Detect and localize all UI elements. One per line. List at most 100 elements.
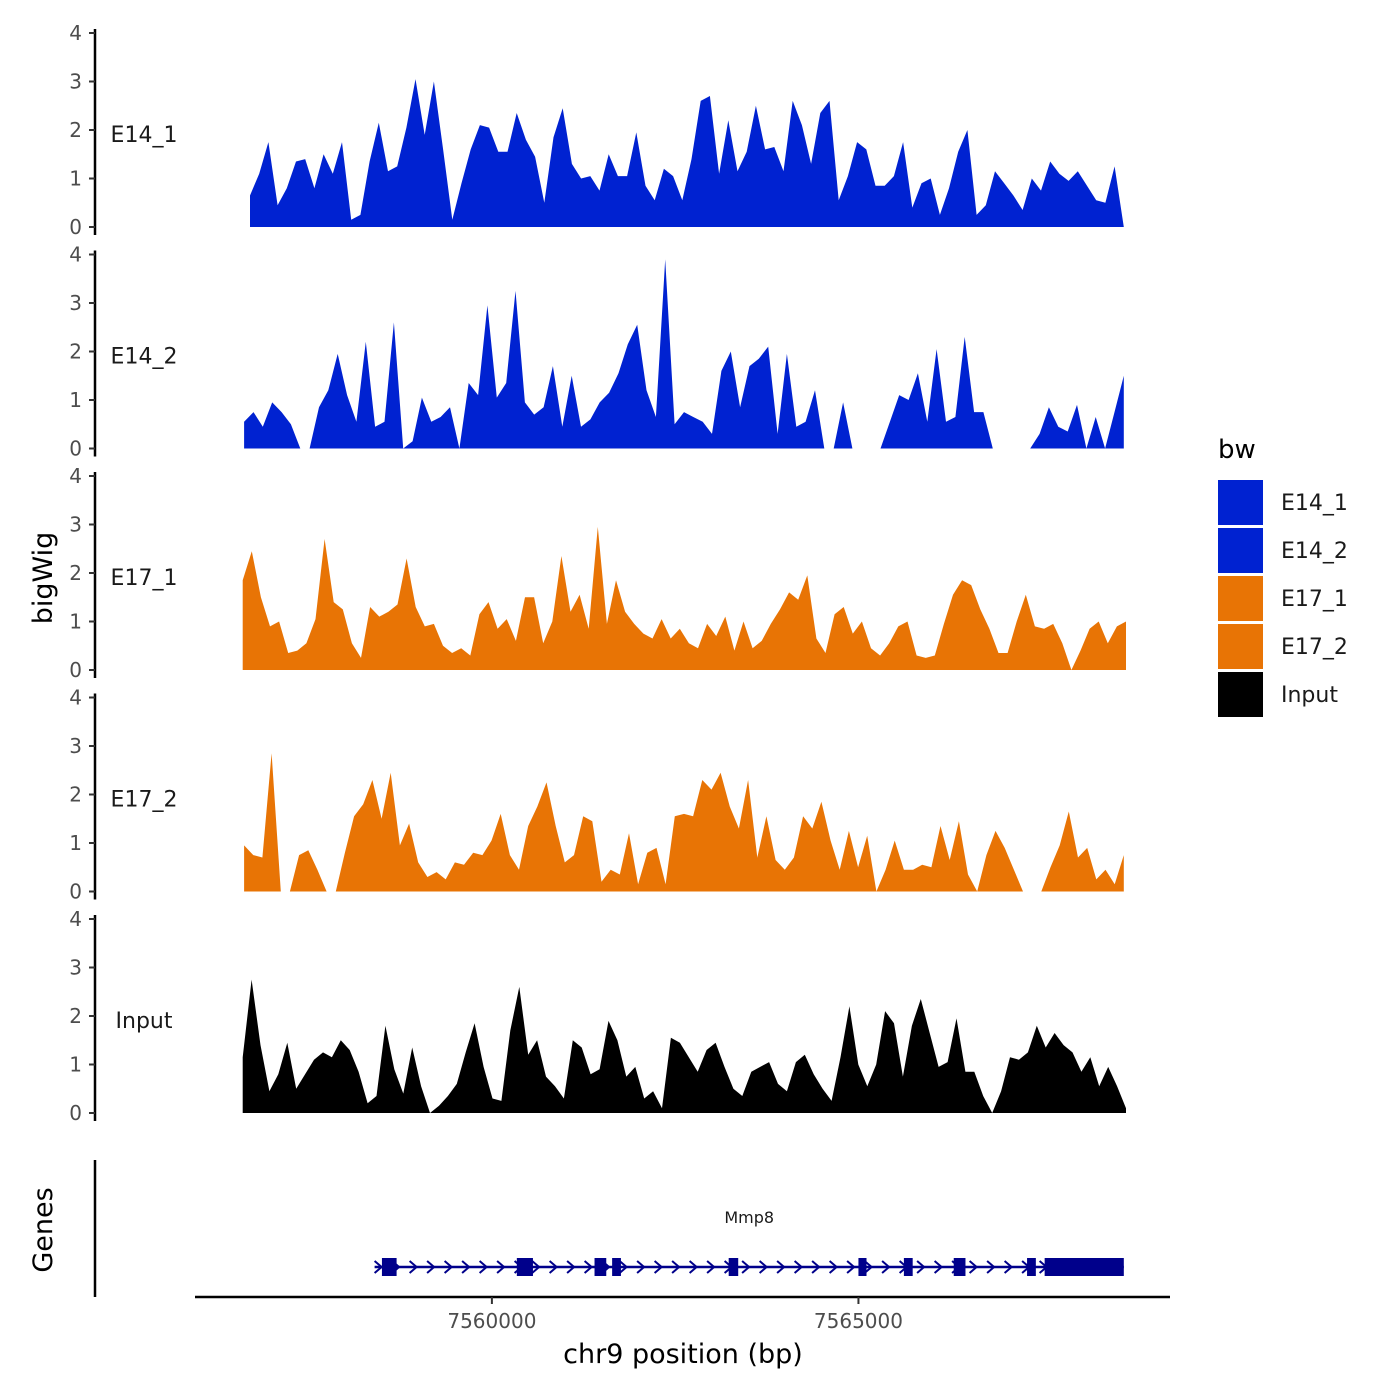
y-tick-label: 4: [69, 243, 82, 267]
strand-arrow: [846, 1260, 856, 1274]
coverage-area: [242, 526, 1126, 670]
strand-arrow: [373, 1260, 384, 1274]
strand-arrow: [566, 1260, 576, 1274]
strand-arrow: [653, 1260, 664, 1274]
strand-arrow: [496, 1260, 506, 1274]
y-tick-label: 1: [69, 831, 82, 855]
coverage-area: [250, 79, 1124, 227]
x-axis-title: chr9 position (bp): [563, 1339, 803, 1370]
track-label: E17_2: [111, 788, 178, 813]
strand-arrow: [583, 1260, 594, 1274]
strand-arrow: [426, 1260, 436, 1274]
y-tick-label: 0: [69, 1101, 82, 1125]
gene-track-title: Genes: [28, 1187, 59, 1272]
legend-swatch: [1218, 480, 1263, 525]
track-label: E17_1: [111, 566, 178, 591]
strand-arrow: [968, 1260, 979, 1274]
strand-arrow: [933, 1260, 944, 1274]
x-tick-label: 7560000: [447, 1309, 536, 1333]
strand-arrow: [531, 1260, 541, 1274]
strand-arrow: [688, 1260, 699, 1274]
coverage-area: [244, 753, 1124, 892]
y-tick-label: 0: [69, 437, 82, 461]
strand-arrow: [916, 1260, 926, 1274]
track-label: E14_1: [111, 123, 178, 148]
strand-arrow: [478, 1260, 489, 1274]
legend-label: Input: [1281, 683, 1338, 708]
y-tick-label: 3: [69, 513, 82, 537]
legend: bw E14_1 E14_2 E17_1 E17_2 Input: [1218, 435, 1348, 717]
strand-arrow: [618, 1260, 629, 1274]
strand-arrow: [881, 1260, 891, 1274]
legend-label: E14_2: [1281, 539, 1348, 564]
y-axis-title: bigWig: [28, 532, 59, 625]
strand-arrow: [408, 1260, 419, 1274]
y-tick-label: 3: [69, 291, 82, 315]
y-tick-label: 0: [69, 215, 82, 239]
y-tick-label: 2: [69, 783, 82, 807]
strand-arrow: [828, 1260, 839, 1274]
strand-arrow: [793, 1260, 804, 1274]
y-tick-label: 1: [69, 388, 82, 412]
coverage-tracks: 0 1 2 3 4 E14_1 0 1 2 3 4 E14_2 0 1 2 3 4 E17_1 0 1 2 3 4 E17_2…: [69, 21, 1126, 1125]
y-tick-label: 2: [69, 561, 82, 585]
x-axis: 7560000 7565000: [195, 1295, 1170, 1333]
gene-exon: [953, 1258, 966, 1276]
y-tick-label: 0: [69, 880, 82, 904]
gene-exon: [612, 1258, 621, 1276]
track-input: 0 1 2 3 4 Input: [69, 907, 1126, 1125]
strand-arrow: [636, 1260, 646, 1274]
gene-name-label: Mmp8: [724, 1208, 774, 1227]
legend-label: E17_1: [1281, 587, 1348, 612]
strand-arrow: [443, 1260, 454, 1274]
y-tick-label: 2: [69, 1004, 82, 1028]
y-tick-label: 0: [69, 658, 82, 682]
y-tick-label: 2: [69, 340, 82, 364]
gene-exon: [1027, 1258, 1036, 1276]
gene-exon: [381, 1258, 397, 1276]
track-e14-2: 0 1 2 3 4 E14_2: [69, 243, 1124, 461]
legend-swatch: [1218, 528, 1263, 573]
y-tick-label: 2: [69, 118, 82, 142]
strand-arrow: [548, 1260, 559, 1274]
gene-exon: [728, 1258, 739, 1276]
strand-arrow: [461, 1260, 471, 1274]
gene-track: Mmp8: [93, 1160, 1124, 1297]
x-tick-label: 7565000: [814, 1309, 903, 1333]
strand-arrow: [671, 1260, 681, 1274]
y-tick-label: 4: [69, 21, 82, 45]
strand-arrow: [986, 1260, 996, 1274]
strand-arrow: [741, 1260, 751, 1274]
y-tick-label: 3: [69, 734, 82, 758]
gene-exon: [516, 1258, 533, 1276]
y-tick-label: 3: [69, 70, 82, 94]
y-tick-label: 1: [69, 167, 82, 191]
track-label: E14_2: [111, 345, 178, 370]
gene-exon: [858, 1258, 867, 1276]
gene-exon: [1044, 1258, 1124, 1276]
strand-arrow: [706, 1260, 716, 1274]
coverage-area: [244, 259, 1124, 449]
strand-arrow: [863, 1260, 874, 1274]
y-tick-label: 4: [69, 686, 82, 710]
strand-arrow: [811, 1260, 821, 1274]
y-tick-label: 1: [69, 610, 82, 634]
legend-label: E14_1: [1281, 491, 1348, 516]
y-tick-label: 1: [69, 1053, 82, 1077]
track-e17-1: 0 1 2 3 4 E17_1: [69, 464, 1126, 682]
y-tick-label: 3: [69, 956, 82, 980]
legend-swatch: [1218, 576, 1263, 621]
legend-swatch: [1218, 624, 1263, 669]
gene-exon: [903, 1258, 913, 1276]
strand-arrow: [776, 1260, 786, 1274]
coverage-area: [242, 979, 1126, 1113]
strand-arrow: [1003, 1260, 1014, 1274]
legend-title: bw: [1218, 435, 1256, 465]
track-e17-2: 0 1 2 3 4 E17_2: [69, 686, 1124, 904]
track-label: Input: [116, 1009, 173, 1034]
gene-exon: [594, 1258, 607, 1276]
strand-arrow: [758, 1260, 769, 1274]
track-e14-1: 0 1 2 3 4 E14_1: [69, 21, 1124, 239]
legend-label: E17_2: [1281, 635, 1348, 660]
